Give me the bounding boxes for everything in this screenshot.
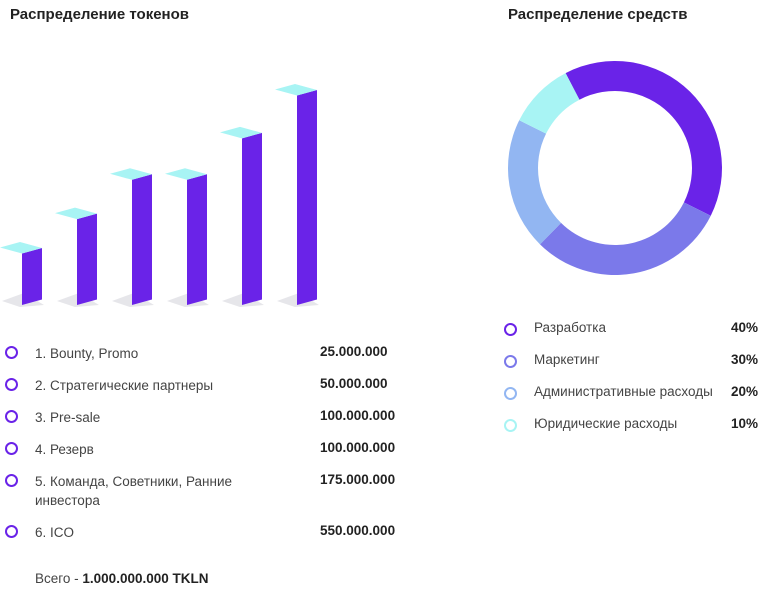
legend-label: 6. ICO <box>35 525 75 540</box>
legend-marker-icon <box>5 525 18 538</box>
legend-value: 25.000.000 <box>320 344 388 359</box>
legend-marker-icon <box>5 410 18 423</box>
bar-face <box>22 248 42 305</box>
token-bar <box>220 126 264 307</box>
donut-slice <box>508 120 562 245</box>
legend-value: 30% <box>731 352 759 367</box>
legend-value: 175.000.000 <box>320 472 396 487</box>
legend-value: 100.000.000 <box>320 440 396 455</box>
token-bar <box>110 168 154 307</box>
token-bar <box>165 168 209 307</box>
legend-value: 50.000.000 <box>320 376 388 391</box>
legend-label: Маркетинг <box>534 352 600 367</box>
bar-top <box>110 168 152 180</box>
total-prefix: Всего - <box>35 571 83 586</box>
legend-value: 10% <box>731 416 759 431</box>
donut-slice <box>565 60 723 216</box>
legend-marker-icon <box>5 474 18 487</box>
legend-label: Административные расходы <box>534 384 713 399</box>
token-bar-chart <box>0 84 319 307</box>
legend-value: 550.000.000 <box>320 523 396 538</box>
legend-marker-icon <box>504 323 517 336</box>
bar-top <box>165 168 207 180</box>
legend-label: 3. Pre-sale <box>35 410 101 425</box>
token-bar <box>55 207 99 307</box>
bar-face <box>242 132 262 305</box>
token-bar <box>0 242 44 307</box>
funds-chart-title: Распределение средств <box>508 6 688 23</box>
legend-value: 40% <box>731 320 759 335</box>
legend-marker-icon <box>5 346 18 359</box>
funds-donut-chart <box>508 60 723 275</box>
legend-marker-icon <box>504 419 517 432</box>
legend-value: 100.000.000 <box>320 408 396 423</box>
tokens-chart-title: Распределение токенов <box>10 6 189 23</box>
bar-face <box>297 90 317 305</box>
legend-label: 2. Стратегические партнеры <box>35 378 214 393</box>
bar-top <box>55 207 97 220</box>
legend-marker-icon <box>5 378 18 391</box>
legend-value: 20% <box>731 384 759 399</box>
legend-marker-icon <box>5 442 18 455</box>
total-value: 1.000.000.000 TKLN <box>82 571 209 586</box>
legend-marker-icon <box>504 355 517 368</box>
bar-face <box>187 174 207 305</box>
legend-label: 5. Команда, Советники, Ранние инвестора <box>35 474 233 508</box>
bar-top <box>0 242 42 254</box>
legend-marker-icon <box>504 387 517 400</box>
total-supply: Всего - 1.000.000.000 TKLN <box>35 571 208 586</box>
donut-slice <box>540 202 711 275</box>
bar-face <box>132 174 152 305</box>
legend-label: Разработка <box>534 320 606 335</box>
legend-label: Юридические расходы <box>534 416 678 431</box>
legend-label: 1. Bounty, Promo <box>35 346 139 361</box>
bar-face <box>77 213 97 305</box>
legend-label: 4. Резерв <box>35 442 94 457</box>
token-bar <box>275 84 319 307</box>
bar-top <box>275 84 317 96</box>
donut-slice <box>519 73 580 134</box>
bar-top <box>220 126 262 139</box>
